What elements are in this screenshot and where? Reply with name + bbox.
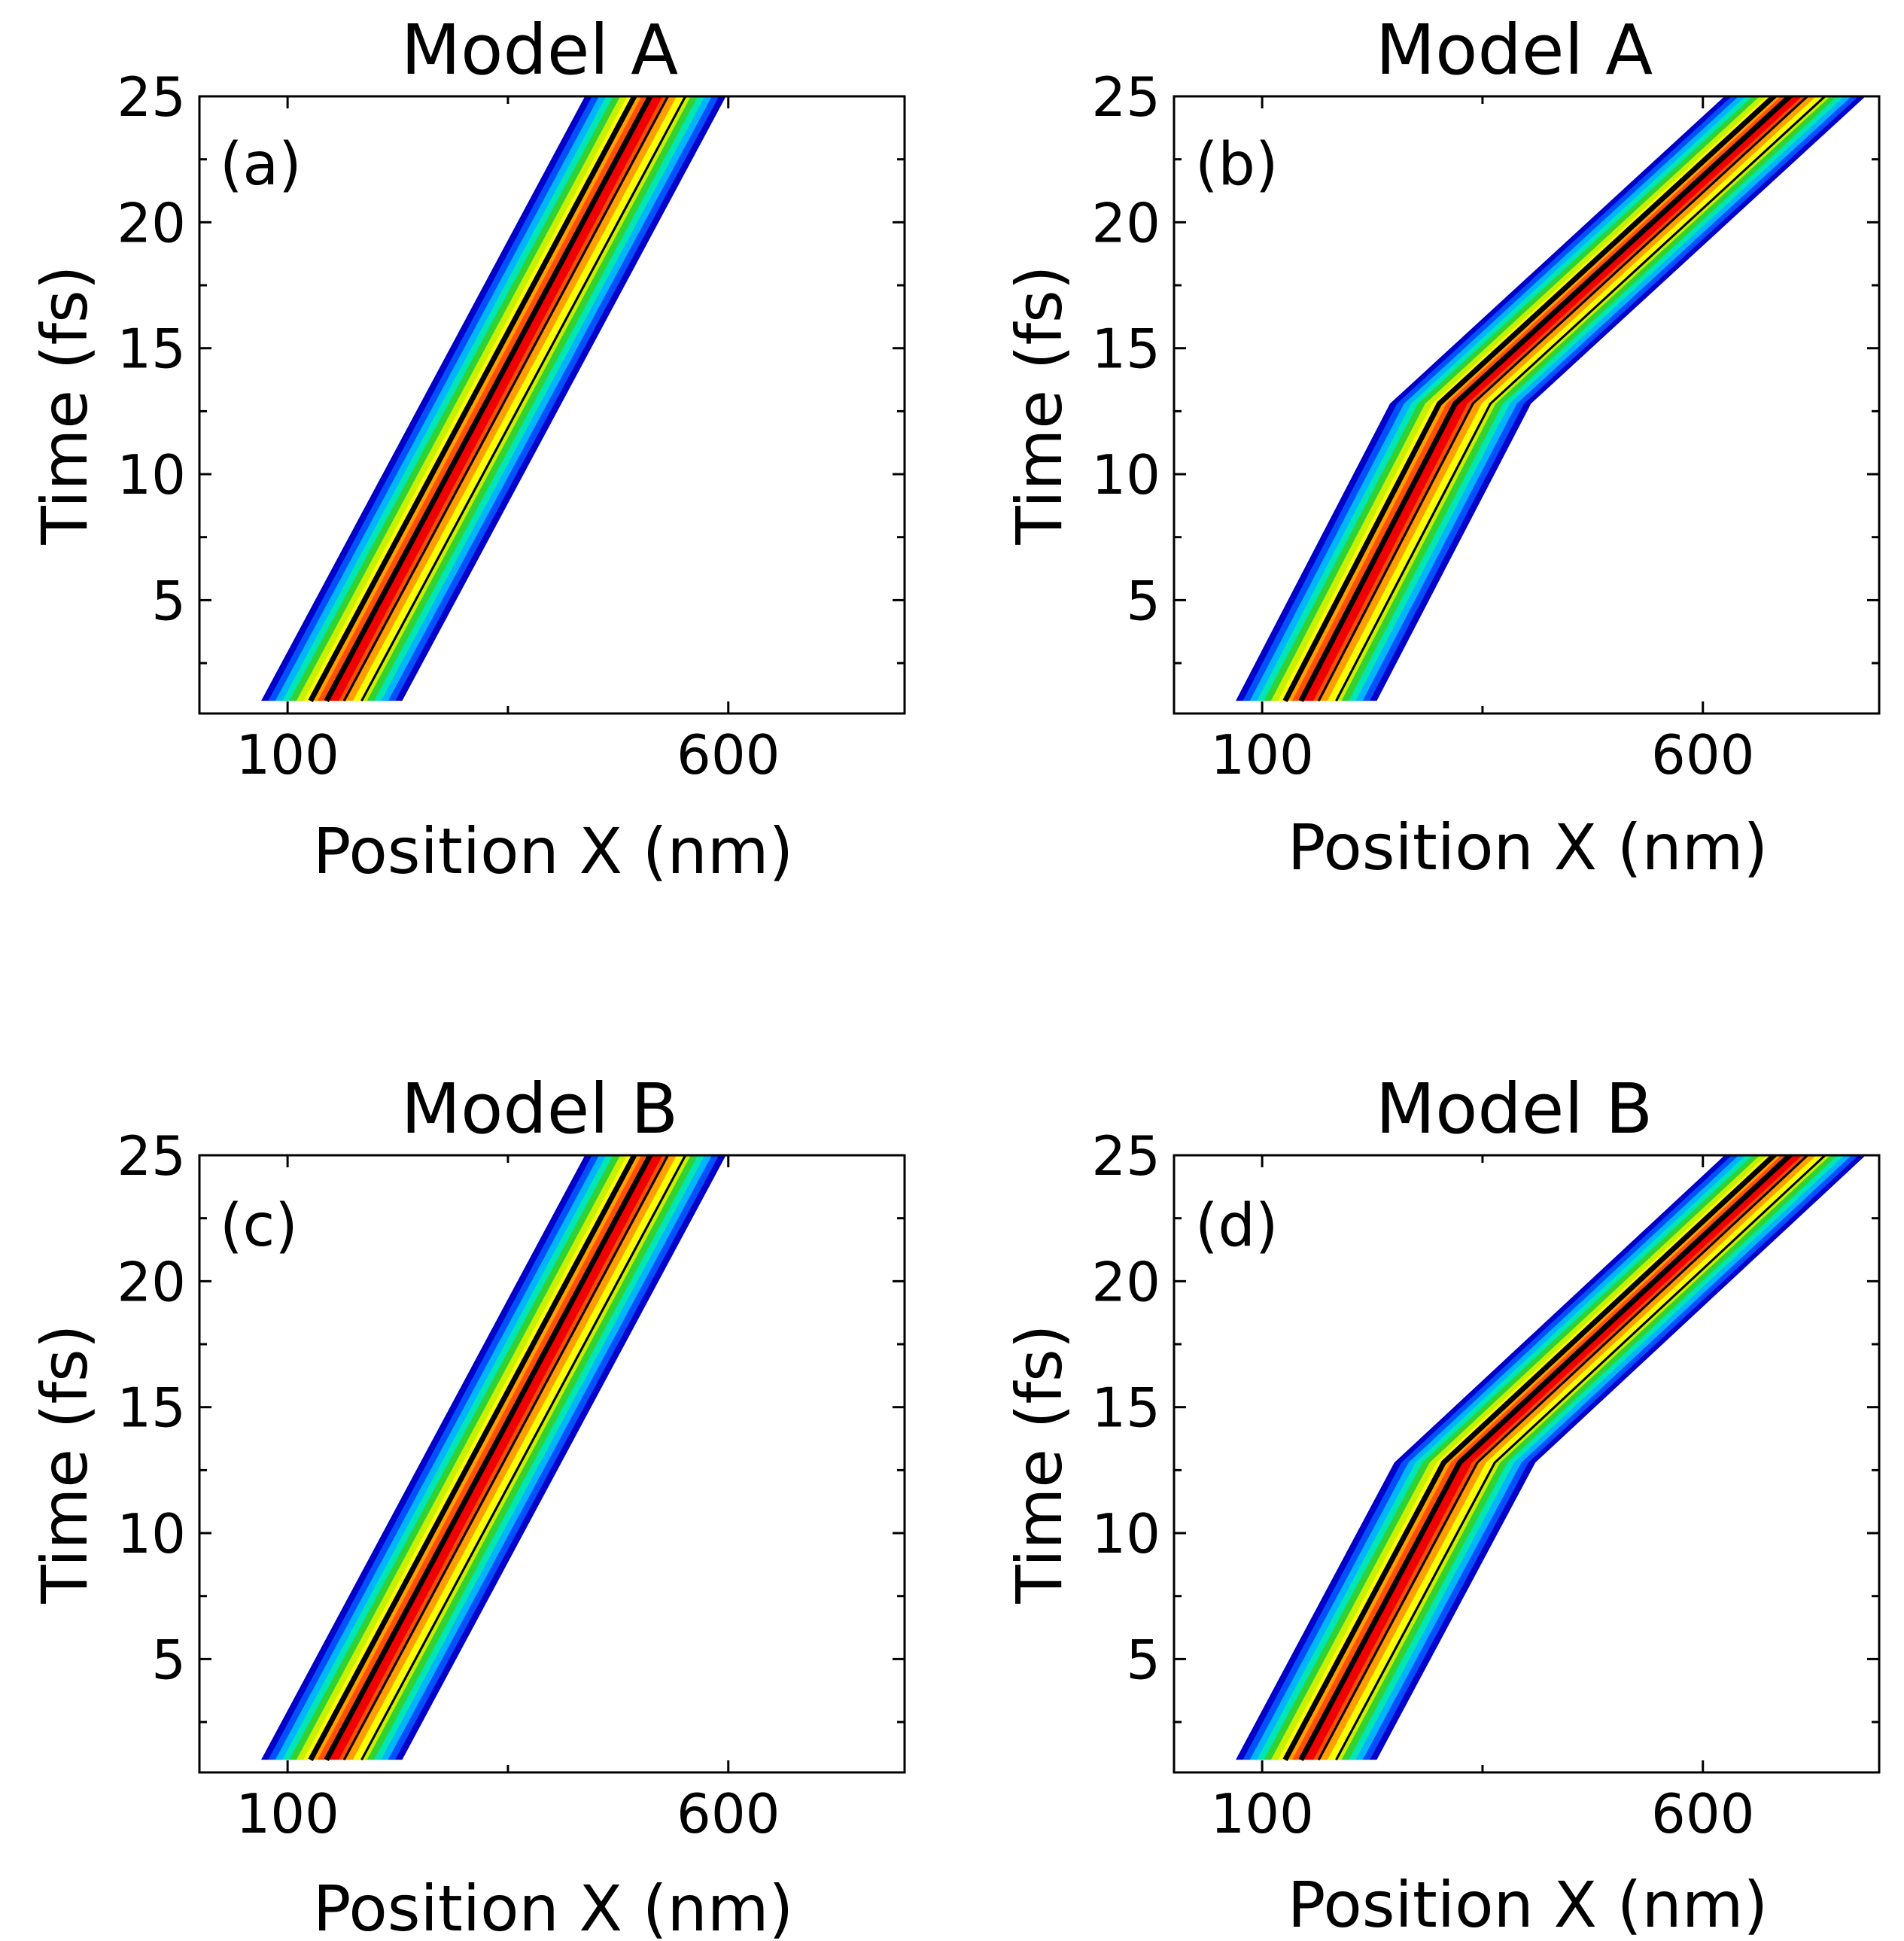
tick-layer: 100 600 5 10 15 20 25 [117, 1124, 905, 1845]
y-tick-label: 10 [1091, 1502, 1160, 1565]
x-axis-label: Position X (nm) [1288, 1868, 1769, 1941]
y-tick-label: 15 [1091, 318, 1160, 381]
contour-line [342, 1155, 670, 1761]
contour-line [324, 1155, 653, 1761]
contour-line [360, 96, 687, 702]
panel-label: (c) [220, 1192, 298, 1260]
panel-title: Model A [1376, 10, 1653, 90]
y-tick-label: 5 [151, 1628, 186, 1691]
contour-line [1335, 96, 1827, 701]
x-axis-label: Position X (nm) [313, 814, 794, 888]
y-tick-label: 10 [117, 443, 186, 507]
contour-line [308, 96, 637, 702]
x-tick-label: 100 [236, 1782, 339, 1845]
panel-title: Model B [401, 1069, 679, 1149]
start-mask [261, 701, 403, 713]
tick-layer: 100 600 5 10 15 20 25 [1091, 1124, 1879, 1845]
panel-label: (a) [220, 131, 302, 199]
y-axis-label: Time (fs) [1002, 1324, 1076, 1604]
contour-line [1282, 96, 1778, 702]
panel-title: Model B [1376, 1069, 1653, 1149]
contour-line [342, 96, 670, 702]
heatmap-band-layer [261, 96, 726, 713]
y-tick-label: 25 [1091, 1124, 1160, 1188]
x-tick-label: 100 [1210, 723, 1313, 786]
y-tick-label: 25 [117, 1124, 186, 1188]
x-tick-label: 600 [1651, 723, 1754, 786]
y-axis-label: Time (fs) [28, 1324, 102, 1604]
x-tick-label: 100 [236, 723, 339, 786]
panel-c: Model B 100 600 5 10 15 20 25 (c) Position X (… [28, 1069, 906, 1941]
heatmap-band-layer [1236, 1155, 1866, 1772]
y-axis-label: Time (fs) [28, 265, 102, 545]
panel-b: Model A 100 600 5 10 15 20 25 (b) Position X (… [1002, 10, 1881, 884]
start-mask [1236, 1760, 1377, 1772]
plot-frame [198, 1154, 906, 1774]
contour-line [308, 1155, 637, 1761]
x-axis-label: Position X (nm) [313, 1872, 794, 1941]
contour-line [360, 1155, 687, 1761]
start-mask [261, 1760, 403, 1772]
tick-layer: 100 600 5 10 15 20 25 [1091, 65, 1879, 786]
x-tick-label: 600 [677, 723, 780, 786]
y-tick-label: 20 [1091, 1250, 1160, 1313]
contour-line [1317, 1155, 1809, 1761]
panel-d: Model B 100 600 5 10 15 20 25 (d) Position X (… [1002, 1069, 1881, 1941]
y-tick-label: 5 [1126, 1628, 1160, 1691]
y-tick-label: 25 [117, 65, 186, 129]
y-tick-label: 20 [1091, 191, 1160, 254]
tick-layer: 100 600 5 10 15 20 25 [117, 65, 905, 786]
y-tick-label: 10 [1091, 443, 1160, 507]
start-mask [1236, 701, 1377, 713]
plot-frame [1173, 95, 1881, 715]
contour-line [324, 96, 653, 702]
panel-a: Model A 100 600 5 10 15 20 25 (a) Position X (… [28, 10, 906, 888]
heatmap-band [1278, 1155, 1823, 1760]
plot-frame [198, 95, 906, 715]
x-tick-label: 100 [1210, 1782, 1313, 1845]
y-tick-label: 5 [1126, 569, 1160, 632]
contour-line [1282, 1155, 1778, 1761]
y-tick-label: 15 [117, 318, 186, 381]
x-tick-label: 600 [677, 1782, 780, 1845]
panel-label: (d) [1195, 1192, 1278, 1260]
panel-title: Model A [401, 10, 678, 90]
y-tick-label: 20 [117, 1250, 186, 1313]
y-tick-label: 20 [117, 191, 186, 254]
contour-line [1298, 96, 1794, 702]
y-tick-label: 15 [1091, 1377, 1160, 1440]
x-tick-label: 600 [1651, 1782, 1754, 1845]
y-tick-label: 5 [151, 569, 186, 632]
panel-label: (b) [1195, 131, 1278, 199]
plot-frame [1173, 1154, 1881, 1774]
contour-line [1317, 96, 1809, 701]
contour-line [1335, 1155, 1827, 1761]
x-axis-label: Position X (nm) [1288, 811, 1769, 884]
y-tick-label: 25 [1091, 65, 1160, 129]
contour-line [1298, 1155, 1794, 1761]
y-tick-label: 10 [117, 1502, 186, 1565]
y-axis-label: Time (fs) [1002, 265, 1076, 545]
heatmap-band-layer [261, 1155, 726, 1772]
y-tick-label: 15 [117, 1377, 186, 1440]
heatmap-band-layer [1236, 96, 1866, 713]
